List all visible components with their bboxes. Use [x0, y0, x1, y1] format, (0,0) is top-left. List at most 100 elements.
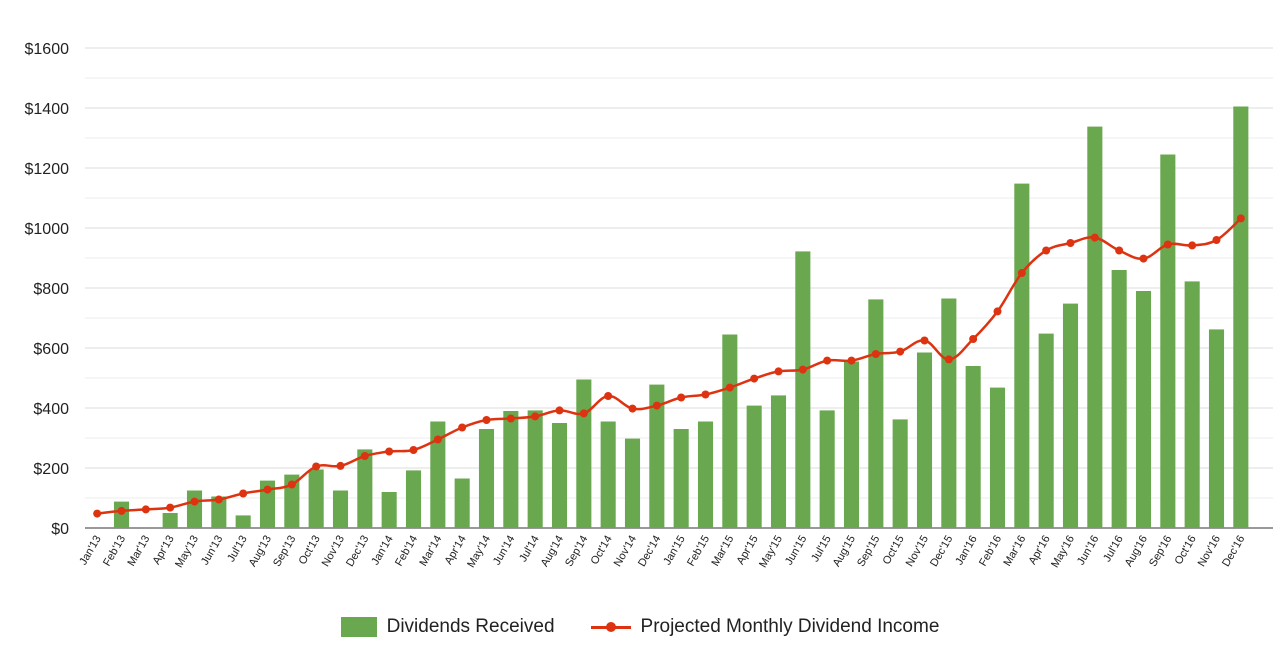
x-tick-label: Sep'14 [563, 534, 590, 569]
line-point [725, 383, 734, 392]
x-tick-label: Apr'13 [151, 534, 177, 567]
line-point [190, 497, 199, 506]
line-point [360, 452, 369, 460]
line-point [93, 509, 102, 518]
legend-item-projected-income[interactable]: Projected Monthly Dividend Income [590, 616, 940, 638]
line-point [896, 347, 905, 356]
bar [162, 513, 178, 528]
x-tick-label: Nov'16 [1196, 534, 1223, 569]
x-tick-label: Dec'13 [344, 534, 371, 569]
x-tick-label: Dec'14 [636, 534, 663, 569]
bar [795, 251, 811, 528]
line-point [604, 392, 613, 400]
line-point [433, 435, 442, 444]
bar [186, 490, 203, 528]
line-point [993, 307, 1002, 316]
bar [1062, 303, 1079, 528]
x-tick-label: Jan'15 [661, 534, 687, 568]
line-point [944, 355, 953, 364]
bar [746, 405, 762, 528]
line-point [239, 489, 248, 498]
bar [551, 423, 568, 528]
line-point [798, 365, 807, 374]
x-tick-label: Sep'13 [271, 534, 298, 569]
line-point [774, 367, 783, 376]
bar [1111, 270, 1127, 528]
y-tick-label: $600 [33, 341, 69, 358]
x-tick-label: Oct'13 [297, 534, 323, 567]
legend-bar-swatch [340, 617, 377, 637]
line-point [701, 390, 710, 399]
line-point [652, 401, 661, 410]
bar [478, 429, 495, 528]
line-point [871, 350, 880, 358]
x-tick-label: Jul'14 [517, 534, 542, 565]
y-tick-label: $0 [51, 521, 69, 538]
legend-item-dividends-received[interactable]: Dividends Received [340, 616, 555, 638]
x-tick-label: Sep'16 [1147, 534, 1174, 569]
x-tick-label: Jun'13 [199, 534, 225, 568]
line-point [482, 416, 491, 424]
line-point [1236, 214, 1245, 223]
y-tick-label: $400 [33, 401, 69, 418]
bar [332, 490, 349, 528]
line-point [385, 447, 394, 456]
x-tick-label: Jul'16 [1101, 534, 1126, 565]
y-tick-label: $200 [33, 461, 69, 478]
bar [284, 474, 300, 528]
line-point [1188, 241, 1197, 250]
bar [892, 419, 908, 528]
line-point [823, 356, 832, 365]
bar [1038, 333, 1054, 528]
bar [308, 469, 324, 528]
bar [965, 366, 981, 528]
x-tick-label: Jan'14 [369, 534, 395, 568]
legend-line-swatch [590, 617, 631, 637]
y-tick-label: $800 [33, 281, 69, 298]
y-tick-label: $1200 [25, 161, 70, 178]
bar [259, 480, 276, 528]
x-tick-label: Aug'14 [539, 534, 566, 569]
line-point [117, 506, 126, 515]
bar [357, 449, 373, 528]
x-tick-label: Jan'13 [77, 534, 103, 568]
line-point [214, 495, 223, 504]
line-point [141, 505, 150, 514]
x-tick-label: Feb'14 [393, 534, 420, 569]
bars [113, 106, 1249, 528]
legend-label-dividends-received: Dividends Received [386, 616, 555, 637]
bar [1160, 154, 1176, 528]
x-tick-label: Feb'13 [101, 534, 128, 569]
x-tick-label: Feb'15 [685, 534, 712, 569]
x-tick-label: Nov'14 [612, 534, 639, 569]
bar [430, 421, 446, 528]
line-point [458, 423, 467, 432]
y-axis: $0 $200 $400 $600 $800 $1000 $1200 $1400 $1600 [25, 41, 70, 538]
line-point [920, 336, 929, 345]
bar [868, 299, 884, 528]
line-point [579, 409, 588, 418]
bar [527, 410, 543, 528]
x-tick-label: Nov'15 [904, 534, 931, 569]
x-tick-label: Mar'15 [709, 534, 736, 569]
bar [503, 411, 519, 528]
legend: Dividends Received Projected Monthly Div… [0, 612, 1280, 642]
x-tick-label: Aug'16 [1123, 534, 1150, 569]
x-tick-label: May'16 [1049, 534, 1077, 570]
legend-label-projected-income: Projected Monthly Dividend Income [640, 616, 940, 637]
line-point [1163, 240, 1172, 249]
x-tick-label: Apr'16 [1027, 534, 1053, 567]
x-tick-label: Dec'16 [1220, 534, 1247, 569]
line-point [628, 404, 637, 413]
bar [819, 410, 835, 528]
x-tick-label: Sep'15 [855, 534, 882, 569]
gridlines [85, 47, 1273, 529]
line-point [750, 374, 759, 383]
projected-line [93, 214, 1245, 518]
line-point [336, 461, 345, 470]
line-point [263, 485, 272, 494]
line-point [677, 393, 686, 402]
bar [381, 492, 397, 528]
line-point [1212, 236, 1221, 244]
x-tick-label: Apr'15 [735, 534, 761, 567]
